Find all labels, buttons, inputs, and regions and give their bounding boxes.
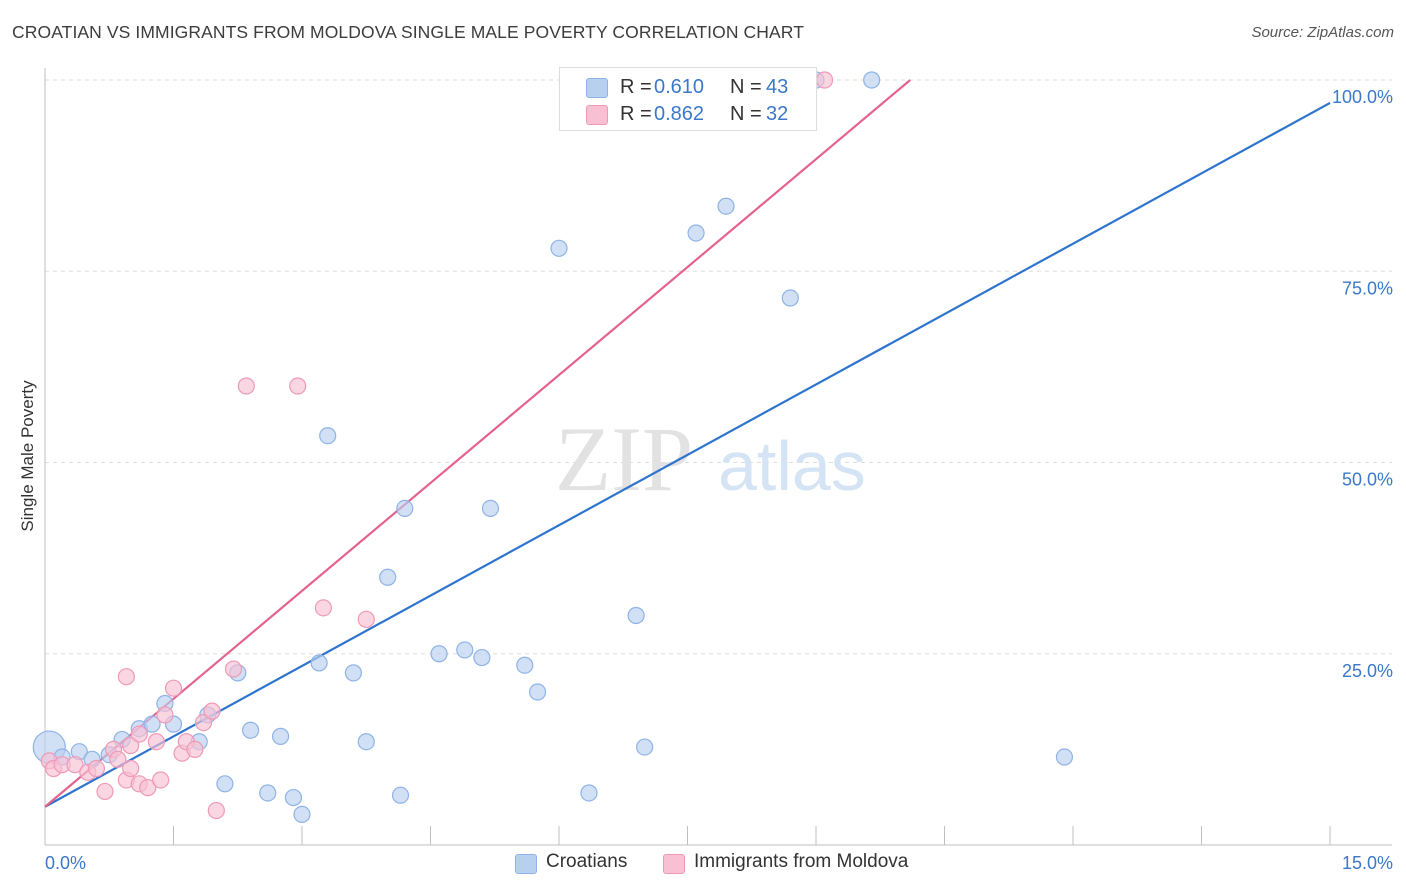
- croatians-point: [528, 683, 547, 701]
- croatians-point: [396, 499, 414, 517]
- croatians-point: [430, 645, 448, 663]
- moldova-point: [237, 377, 255, 395]
- moldova-point: [357, 610, 375, 628]
- moldova-point: [815, 71, 834, 89]
- moldova-point: [122, 759, 140, 778]
- moldova-point: [203, 702, 221, 720]
- moldova-point: [164, 679, 183, 697]
- croatians-point: [284, 788, 303, 807]
- legend-swatch-moldova: [586, 105, 608, 125]
- legend-n-label: N =: [730, 76, 762, 98]
- legend-swatch-croatians: [586, 78, 608, 98]
- legend-label-croatians: Croatians: [546, 851, 628, 872]
- croatians-point: [1055, 748, 1074, 766]
- croatians-point: [636, 738, 654, 756]
- moldova-point: [194, 713, 213, 732]
- legend-n-value: 32: [766, 103, 789, 125]
- moldova-point: [289, 377, 307, 395]
- croatians-point: [242, 721, 260, 739]
- moldova-point: [156, 706, 174, 724]
- croatians-point: [271, 727, 290, 745]
- croatians-point: [310, 654, 328, 672]
- moldova-point: [207, 801, 225, 820]
- croatians-point: [580, 784, 598, 802]
- croatians-point: [481, 499, 500, 517]
- correlation-legend: R = 0.610 N = 43 R = 0.862 N = 32: [559, 67, 817, 131]
- croatians-point: [216, 775, 234, 793]
- legend-swatch-moldova: [663, 854, 685, 874]
- croatians-point: [863, 71, 881, 89]
- croatians-point: [259, 784, 277, 802]
- y-axis-label: Single Male Poverty: [18, 380, 37, 532]
- moldova-trendline: [44, 79, 911, 808]
- croatians-trendline: [44, 101, 1331, 808]
- source-attribution: Source: ZipAtlas.com: [1251, 24, 1394, 41]
- croatians-point: [293, 805, 311, 824]
- watermark-atlas: atlas: [718, 427, 866, 505]
- moldova-point: [152, 771, 170, 789]
- chart-title: CROATIAN VS IMMIGRANTS FROM MOLDOVA SING…: [12, 22, 805, 42]
- moldova-point: [87, 759, 106, 778]
- y-tick-label: 75.0%: [1342, 278, 1393, 298]
- legend-n-label: N =: [730, 103, 762, 125]
- croatians-point: [687, 224, 705, 242]
- moldova-point: [96, 782, 114, 801]
- croatians-point: [516, 656, 534, 674]
- croatians-point: [357, 733, 375, 751]
- moldova-point: [66, 756, 84, 774]
- moldova-point: [224, 660, 243, 678]
- moldova-point: [147, 733, 165, 751]
- moldova-point: [122, 736, 140, 755]
- croatians-point: [717, 197, 735, 215]
- x-tick-label: 15.0%: [1342, 853, 1393, 873]
- y-tick-label: 50.0%: [1342, 470, 1393, 490]
- legend-n-value: 43: [766, 76, 789, 98]
- croatians-point: [344, 664, 362, 682]
- moldova-point: [314, 599, 333, 617]
- moldova-point: [186, 740, 204, 758]
- moldova-point: [109, 750, 127, 768]
- moldova-point: [130, 725, 148, 743]
- croatians-point: [143, 715, 161, 733]
- croatians-point: [781, 289, 799, 307]
- croatians-point: [379, 568, 397, 586]
- watermark-zip: ZIP: [555, 408, 693, 510]
- legend-label-moldova: Immigrants from Moldova: [694, 851, 909, 872]
- legend-r-label: R =: [620, 103, 652, 125]
- y-tick-label: 100.0%: [1332, 87, 1393, 107]
- moldova-point: [139, 779, 157, 797]
- legend-r-value: 0.862: [654, 103, 705, 125]
- legend-swatch-croatians: [515, 854, 537, 874]
- croatians-point: [550, 239, 568, 257]
- croatians-point: [456, 641, 474, 659]
- croatians-point: [319, 427, 337, 445]
- legend-r-value: 0.610: [654, 76, 705, 98]
- croatians-point: [391, 786, 410, 804]
- moldova-point: [117, 668, 135, 686]
- croatians-point: [473, 648, 491, 667]
- y-tick-label: 25.0%: [1342, 661, 1393, 681]
- x-tick-label: 0.0%: [45, 853, 86, 873]
- croatians-point: [627, 606, 645, 625]
- legend-r-label: R =: [620, 76, 652, 98]
